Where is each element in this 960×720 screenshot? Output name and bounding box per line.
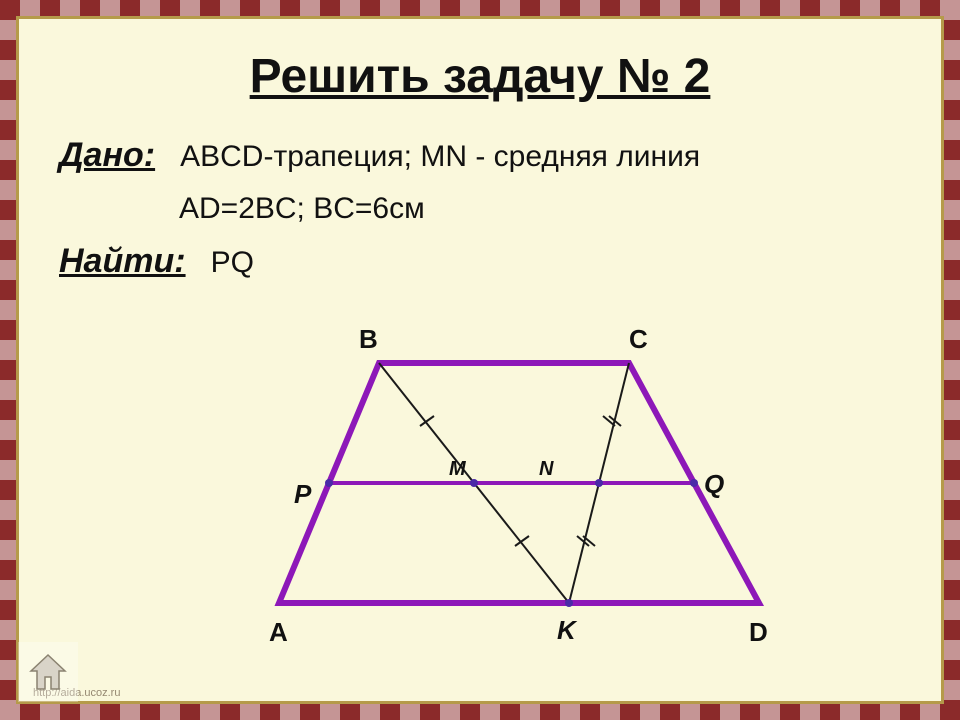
given-line-1: Дано: ABCD-трапеция; MN - средняя линия [59, 132, 901, 180]
given-line-2: AD=2BC; BC=6см [59, 188, 901, 230]
svg-text:C: C [629, 324, 648, 354]
diagram: A B C D P Q M N K [59, 293, 901, 693]
find-label: Найти: [59, 242, 186, 280]
page: Решить задачу № 2 Дано: ABCD-трапеция; M… [16, 16, 944, 704]
checker-frame: Решить задачу № 2 Дано: ABCD-трапеция; M… [0, 0, 960, 720]
page-title: Решить задачу № 2 [59, 49, 901, 104]
svg-text:Q: Q [704, 469, 724, 499]
home-icon [25, 649, 71, 695]
svg-text:N: N [539, 458, 554, 480]
svg-text:A: A [269, 617, 288, 647]
find-value: PQ [211, 246, 254, 279]
svg-text:K: K [557, 615, 578, 645]
svg-text:P: P [294, 479, 312, 509]
given-label: Дано: [59, 136, 155, 174]
svg-text:B: B [359, 324, 378, 354]
svg-text:M: M [449, 458, 467, 480]
svg-text:D: D [749, 617, 768, 647]
find-line: Найти: PQ [59, 238, 901, 286]
given-text-1: ABCD-трапеция; MN - средняя линия [180, 140, 700, 173]
trapezoid-svg: A B C D P Q M N K [239, 303, 799, 663]
home-button[interactable] [18, 642, 78, 702]
